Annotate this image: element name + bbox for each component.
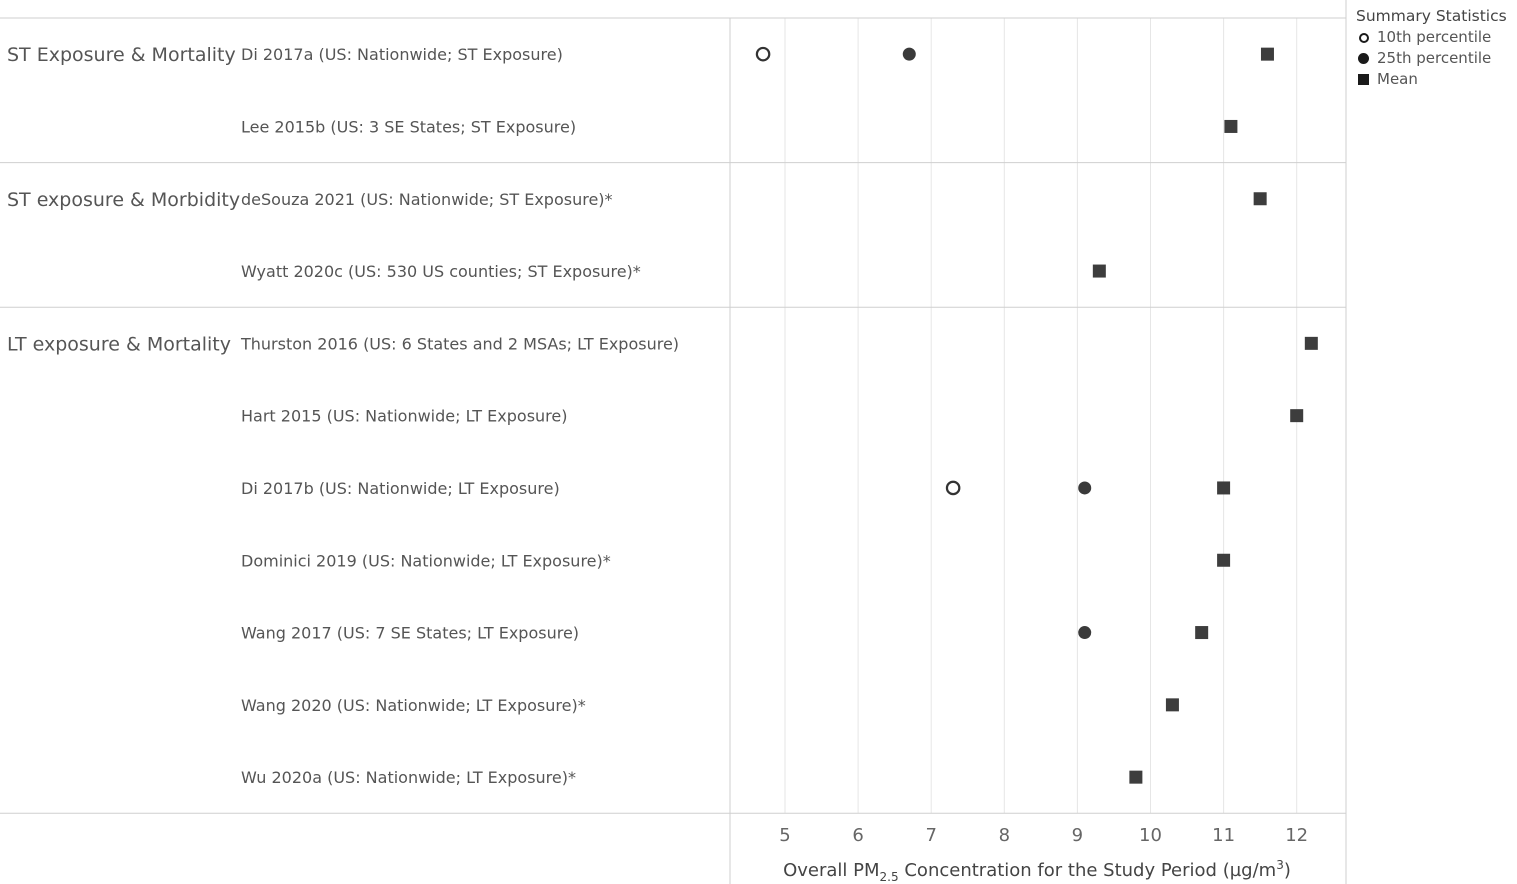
- chart-frame: [0, 0, 1346, 884]
- study-label: Wang 2020 (US: Nationwide; LT Exposure)*: [241, 696, 586, 715]
- point-mean: [1224, 120, 1237, 133]
- x-tick-label: 8: [999, 825, 1010, 846]
- point-25th-percentile: [1078, 626, 1091, 639]
- study-label: Lee 2015b (US: 3 SE States; ST Exposure): [241, 117, 576, 136]
- filled-circle-icon: [1356, 51, 1371, 66]
- gridlines: [785, 18, 1297, 813]
- group-label: ST Exposure & Mortality: [7, 44, 236, 66]
- point-10th-percentile: [757, 48, 769, 60]
- point-25th-percentile: [903, 48, 916, 61]
- row-labels: ST Exposure & Mortality Di 2017a (US: Nat…: [7, 44, 679, 787]
- point-mean: [1290, 409, 1303, 422]
- x-tick-label: 5: [779, 825, 790, 846]
- point-mean: [1254, 192, 1267, 205]
- study-label: Wu 2020a (US: Nationwide; LT Exposure)*: [241, 768, 576, 787]
- legend-title: Summary Statistics: [1356, 6, 1516, 27]
- x-axis-title: Overall PM2.5 Concentration for the Stud…: [783, 858, 1291, 884]
- study-label: Wang 2017 (US: 7 SE States; LT Exposure): [241, 624, 579, 643]
- study-label: deSouza 2021 (US: Nationwide; ST Exposur…: [241, 190, 613, 209]
- x-tick-label: 11: [1212, 825, 1235, 846]
- x-tick-label: 9: [1072, 825, 1083, 846]
- legend-label: Mean: [1377, 69, 1418, 90]
- point-mean: [1195, 626, 1208, 639]
- study-label: Thurston 2016 (US: 6 States and 2 MSAs; …: [240, 334, 679, 353]
- legend: Summary Statistics 10th percentile 25th …: [1356, 6, 1516, 90]
- x-tick-label: 7: [925, 825, 936, 846]
- x-tick-label: 10: [1139, 825, 1162, 846]
- point-mean: [1129, 771, 1142, 784]
- group-label: ST exposure & Morbidity: [7, 189, 240, 211]
- study-label: Hart 2015 (US: Nationwide; LT Exposure): [241, 407, 567, 426]
- study-label: Di 2017b (US: Nationwide; LT Exposure): [241, 479, 560, 498]
- square-icon: [1356, 72, 1371, 87]
- point-25th-percentile: [1078, 481, 1091, 494]
- legend-label: 10th percentile: [1377, 27, 1491, 48]
- legend-item-25th-percentile: 25th percentile: [1356, 48, 1516, 69]
- point-10th-percentile: [947, 482, 959, 494]
- x-axis-ticks: 5 6 7 8 9 10 11 12: [779, 825, 1308, 846]
- point-mean: [1217, 481, 1230, 494]
- study-label: Dominici 2019 (US: Nationwide; LT Exposu…: [241, 551, 611, 570]
- point-mean: [1305, 337, 1318, 350]
- legend-item-10th-percentile: 10th percentile: [1356, 27, 1516, 48]
- legend-item-mean: Mean: [1356, 69, 1516, 90]
- group-label: LT exposure & Mortality: [7, 333, 231, 355]
- open-circle-icon: [1356, 30, 1371, 45]
- x-tick-label: 12: [1285, 825, 1308, 846]
- study-label: Wyatt 2020c (US: 530 US counties; ST Exp…: [241, 262, 641, 281]
- study-label: Di 2017a (US: Nationwide; ST Exposure): [241, 45, 563, 64]
- point-mean: [1166, 698, 1179, 711]
- x-tick-label: 6: [852, 825, 863, 846]
- point-mean: [1093, 265, 1106, 278]
- data-marks: [757, 48, 1318, 784]
- point-mean: [1217, 554, 1230, 567]
- point-mean: [1261, 48, 1274, 61]
- legend-label: 25th percentile: [1377, 48, 1491, 69]
